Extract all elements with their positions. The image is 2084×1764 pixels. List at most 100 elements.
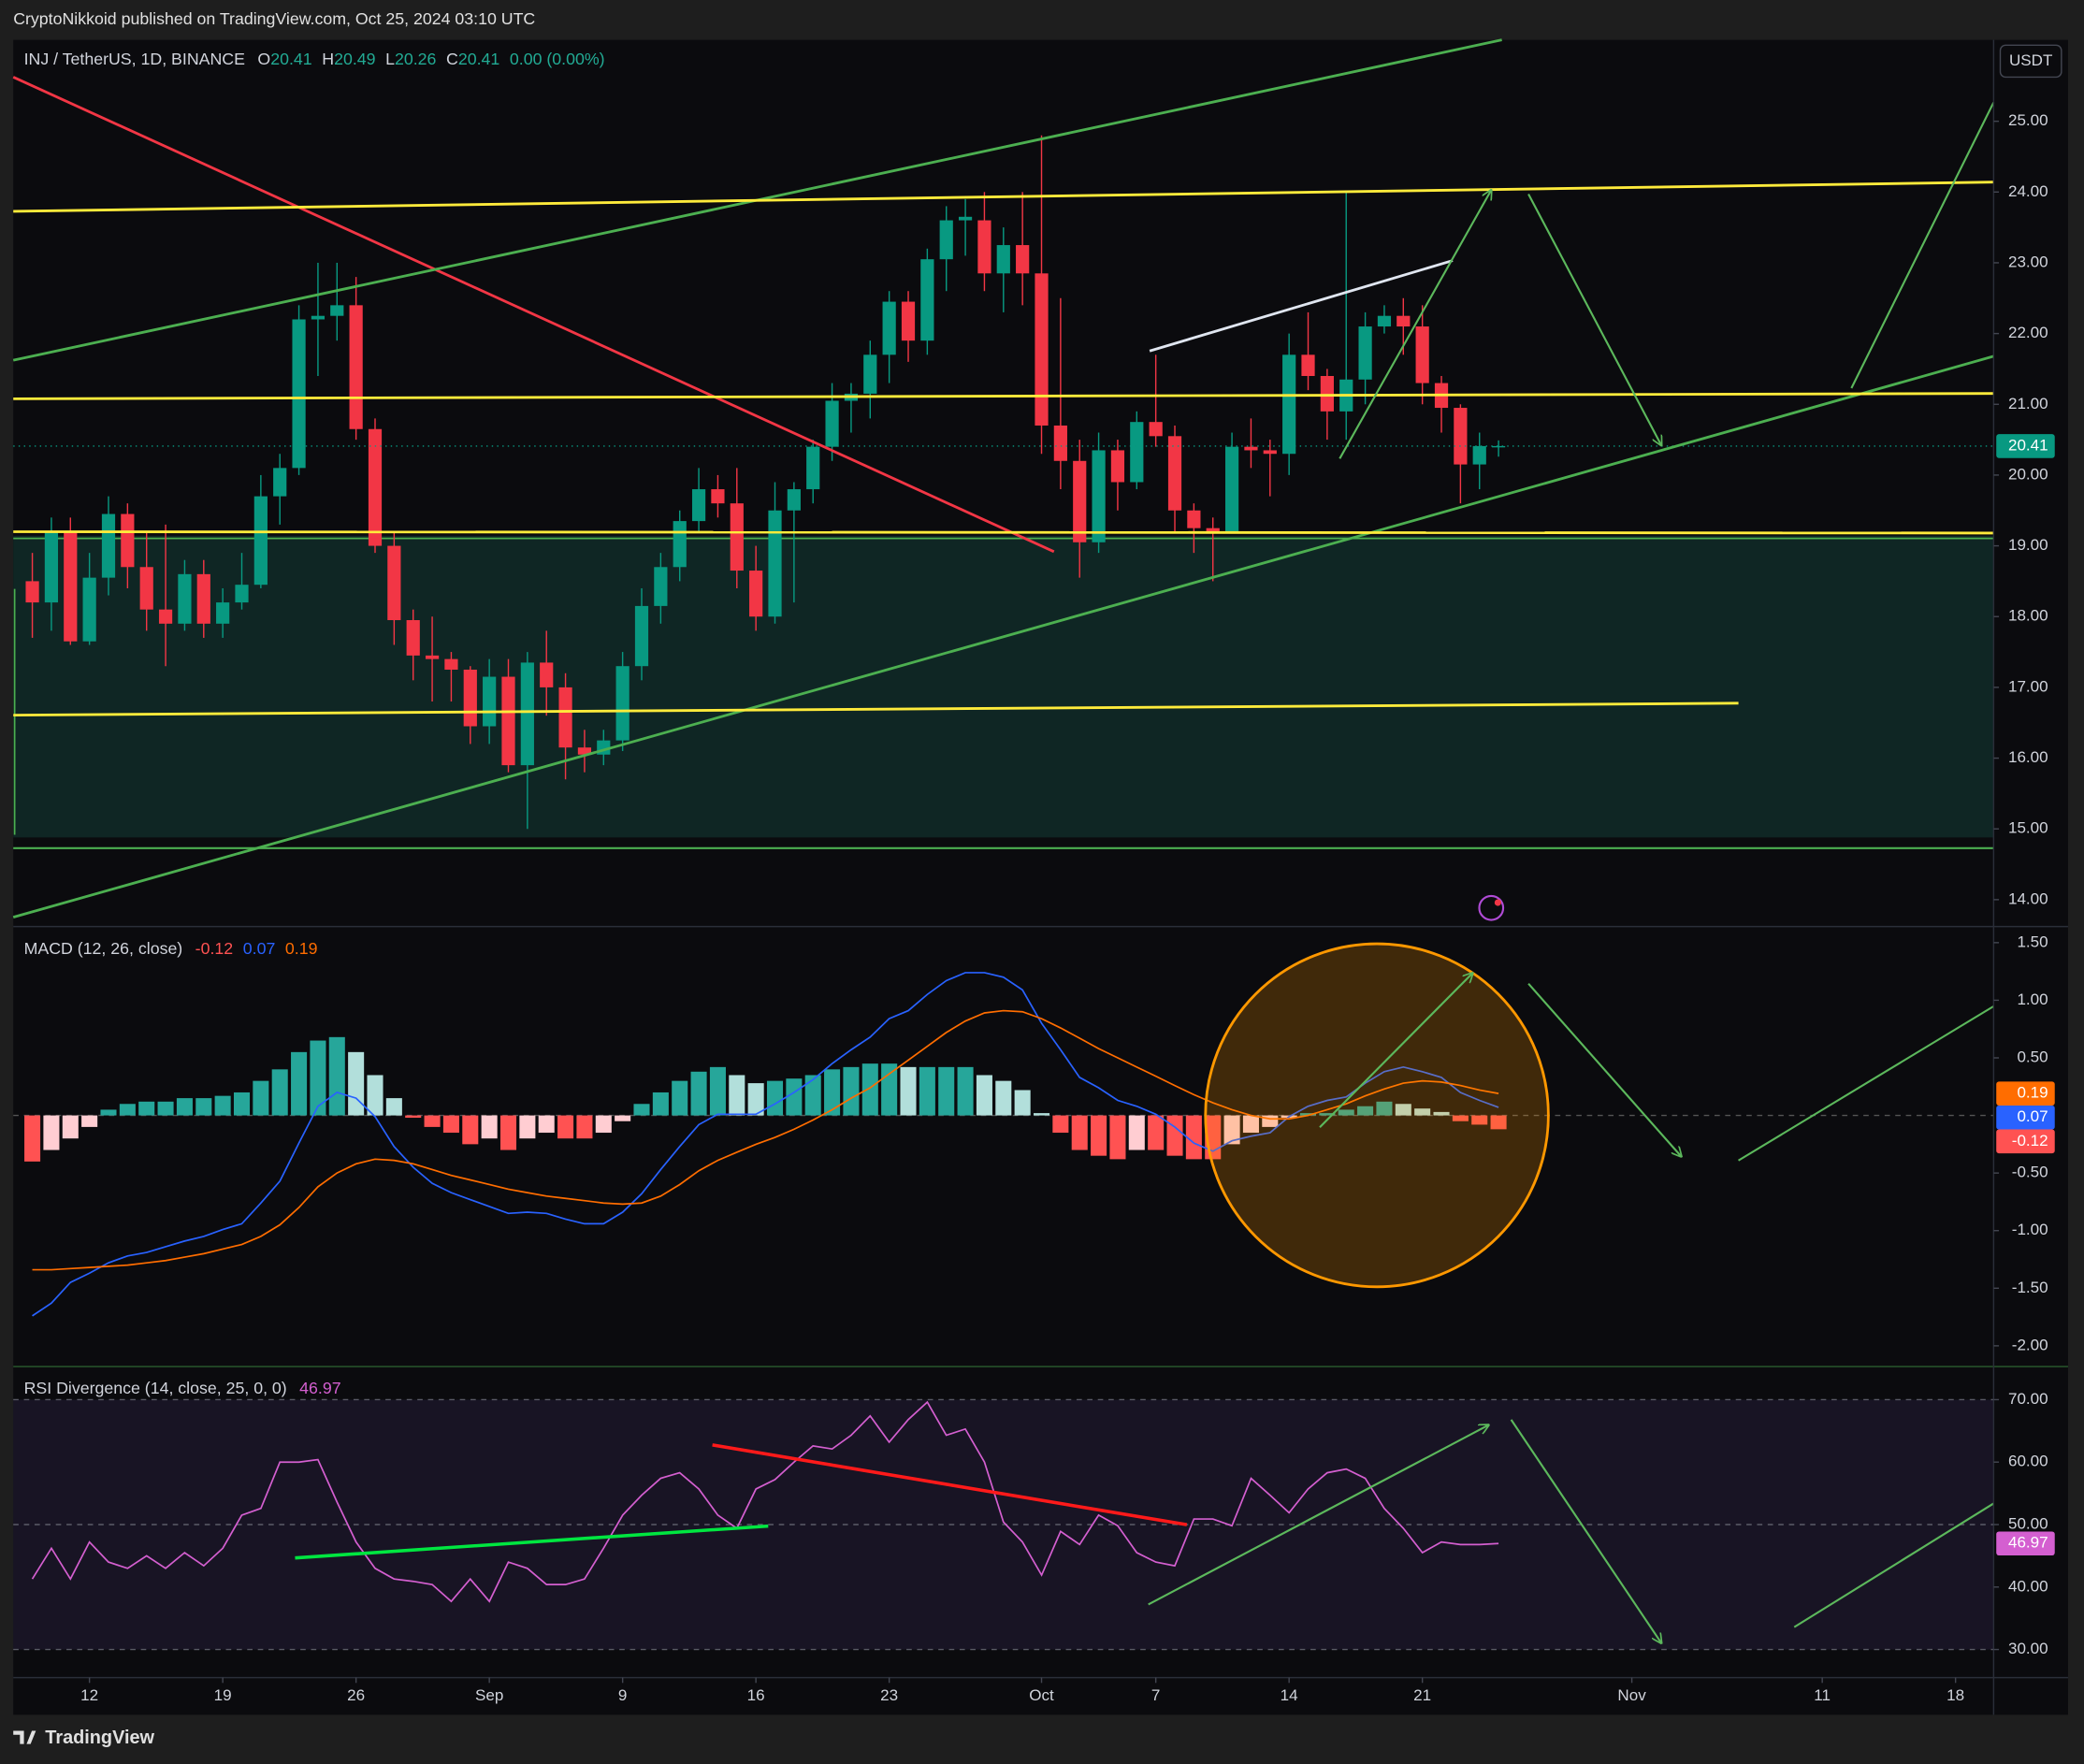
arrow <box>1527 983 1681 1157</box>
macd-histogram-bar <box>747 1083 764 1116</box>
candle-body <box>425 655 440 659</box>
y-tick-label: 16.00 <box>2008 748 2048 766</box>
macd-histogram-bar <box>328 1036 345 1116</box>
y-tick-label: 40.00 <box>2008 1577 2048 1595</box>
macd-histogram-bar <box>1357 1106 1374 1116</box>
arrow <box>1319 973 1472 1128</box>
candle-body <box>406 620 420 656</box>
x-tick-label: Sep <box>475 1686 503 1704</box>
macd-histogram-bar <box>861 1063 878 1116</box>
candle-body <box>1073 460 1087 542</box>
logo-mark <box>13 1730 36 1744</box>
macd-drawings <box>1204 942 1994 1289</box>
candle-body <box>349 305 363 429</box>
macd-histogram-bar <box>976 1075 992 1116</box>
event-icon[interactable] <box>1478 894 1505 921</box>
x-tick-label: 14 <box>1281 1686 1298 1704</box>
macd-histogram-bar <box>1223 1115 1240 1145</box>
candle-body <box>292 319 306 469</box>
price-layer <box>13 135 1994 830</box>
candle-body <box>520 662 534 766</box>
y-tick-label: 14.00 <box>2008 889 2048 907</box>
bullish-divergence <box>295 1524 769 1560</box>
macd-histogram-bar <box>291 1051 308 1116</box>
candle-body <box>558 687 572 748</box>
candle-body <box>634 605 649 667</box>
macd-histogram-bar <box>633 1104 650 1116</box>
candle-body <box>44 531 59 603</box>
macd-histogram-bar <box>729 1075 745 1116</box>
macd-histogram-bar <box>709 1066 726 1116</box>
macd-histogram-bar <box>1242 1115 1259 1134</box>
ohlc-value: 20.41 <box>270 50 311 68</box>
candle-body <box>787 489 801 511</box>
candle-body <box>178 573 192 624</box>
support-yellow <box>13 530 1994 535</box>
arrow <box>1738 1005 1994 1162</box>
rsi-drawings <box>295 1419 1994 1643</box>
arrow <box>1510 1419 1662 1643</box>
macd-histogram-bar <box>1109 1115 1126 1160</box>
price-drawings <box>12 38 1995 921</box>
candle-body <box>577 747 592 755</box>
candle-body <box>1472 445 1486 465</box>
arrow <box>1793 1502 1994 1628</box>
candle-body <box>730 503 744 571</box>
candle-body <box>920 259 934 341</box>
macd-histogram-bar <box>176 1098 193 1116</box>
demand-zone <box>13 535 1994 838</box>
macd-histogram-bar <box>900 1066 917 1116</box>
currency: USDT <box>2009 51 2053 69</box>
macd-histogram-bar <box>1148 1115 1165 1150</box>
publisher-line: CryptoNikkoid published on TradingView.c… <box>13 9 535 28</box>
y-tick-label: 25.00 <box>2008 111 2048 129</box>
macd-histogram-bar <box>1014 1090 1031 1116</box>
candle-body <box>882 301 896 355</box>
last-price-label: 20.41 <box>2008 436 2048 454</box>
candle-body <box>1224 446 1239 532</box>
macd-histogram-bar <box>43 1115 60 1150</box>
y-tick-label: 20.00 <box>2008 465 2048 483</box>
x-tick-label: 11 <box>1814 1686 1831 1704</box>
rsi-legend: RSI Divergence (14, close, 25, 0, 0) 46.… <box>24 1379 341 1397</box>
macd-histogram-bar <box>1490 1115 1507 1130</box>
candle-body <box>1110 450 1125 483</box>
candle-body <box>253 496 268 586</box>
currency-button[interactable] <box>1999 44 2062 79</box>
candle-body <box>82 577 96 642</box>
macd-histogram-bar <box>24 1115 41 1162</box>
candle-body <box>1282 354 1296 455</box>
macd-histogram-bar <box>253 1080 269 1116</box>
macd-histogram-bar <box>385 1098 402 1116</box>
macd-histogram-bar <box>1319 1113 1336 1116</box>
macd-histogram-bar <box>233 1092 251 1116</box>
candle-body <box>1035 273 1049 426</box>
ohlc-key: C <box>446 50 458 68</box>
candle-body <box>330 305 344 316</box>
macd-layer <box>13 972 1994 1317</box>
y-tick-label: -1.00 <box>2012 1221 2048 1238</box>
candle-body <box>901 301 916 341</box>
candle-body <box>1491 445 1506 448</box>
y-tick-label: -1.50 <box>2012 1279 2048 1296</box>
candle-body <box>749 571 763 617</box>
macd-histogram-bar <box>119 1104 136 1116</box>
macd-histogram-bar <box>499 1115 517 1150</box>
candle-body <box>1358 326 1372 380</box>
candle-body <box>654 567 668 606</box>
candle-body <box>958 216 973 221</box>
low-yellow <box>13 701 1739 717</box>
macd-label: 0.07 <box>2017 1107 2048 1125</box>
macd-histogram-bar <box>1433 1111 1450 1116</box>
y-tick-label: 18.00 <box>2008 607 2048 625</box>
y-tick-label: 1.50 <box>2017 933 2048 950</box>
macd-histogram-bar <box>786 1078 803 1116</box>
x-tick-label: Nov <box>1617 1686 1646 1704</box>
macd-histogram-bar <box>138 1101 155 1116</box>
signal-label: 0.19 <box>2017 1084 2048 1102</box>
macd-histogram-bar <box>100 1109 117 1116</box>
downtrend-line <box>12 76 1055 554</box>
macd-histogram-bar <box>1091 1115 1107 1156</box>
candle-body <box>1167 436 1182 511</box>
